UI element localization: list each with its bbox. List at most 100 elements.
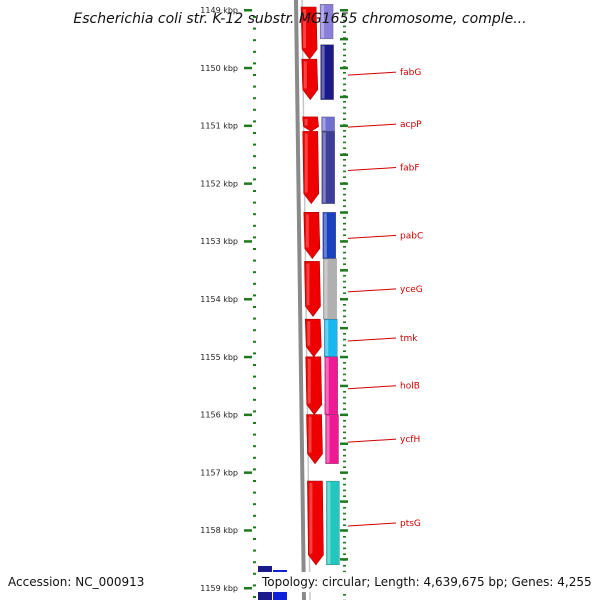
gene-label[interactable]: pabC: [400, 231, 423, 241]
gene-label[interactable]: holB: [400, 382, 420, 392]
ruler-tick: [244, 66, 252, 70]
inner-ruler-tick: [340, 500, 348, 503]
ruler-dot: [253, 329, 256, 332]
inner-ruler-dot: [343, 199, 346, 202]
sequence-title: Escherichia coli str. K-12 substr. MG165…: [73, 11, 527, 27]
inner-ruler-tick: [340, 124, 348, 128]
ruler-dot: [253, 248, 256, 250]
inner-ruler-tick: [340, 153, 348, 156]
inner-ruler-tick: [340, 558, 348, 561]
ruler-dot: [253, 190, 256, 192]
ruler-dot: [253, 74, 256, 76]
inner-ruler-dot: [343, 234, 346, 236]
inner-ruler-dot: [343, 338, 346, 341]
gene-label[interactable]: tmk: [400, 334, 418, 344]
inner-ruler-dot: [343, 286, 346, 289]
inner-ruler-dot: [343, 228, 346, 231]
inner-ruler-dot: [343, 106, 346, 109]
ruler-dot: [253, 561, 256, 564]
topology-info: Topology: circular; Length: 4,639,675 bp…: [258, 572, 596, 592]
ruler-dot: [253, 271, 256, 274]
inner-ruler-dot: [343, 391, 346, 393]
ruler-dot: [253, 317, 256, 320]
arrow-highlight: [304, 133, 308, 193]
gene-label[interactable]: ycfH: [400, 435, 420, 445]
gene-label[interactable]: acpP: [400, 120, 422, 130]
inner-ruler-dot: [343, 489, 346, 492]
gene-label-leader: [347, 167, 397, 172]
inner-ruler-dot: [343, 257, 346, 260]
inner-ruler-dot: [343, 188, 346, 190]
inner-ruler-dot: [343, 362, 346, 364]
inner-ruler-dot: [343, 170, 346, 173]
gene-label[interactable]: fabG: [400, 68, 421, 78]
ruler-tick-label: 1155 kbp: [200, 353, 238, 362]
inner-ruler-dot: [343, 547, 346, 550]
inner-ruler-dot: [343, 205, 346, 207]
inner-ruler-dot: [343, 89, 346, 91]
inner-ruler-dot: [343, 275, 346, 277]
gene-label[interactable]: fabF: [400, 164, 420, 174]
inner-ruler-tick: [340, 298, 348, 301]
ruler-tick-label: 1150 kbp: [200, 64, 238, 73]
inner-ruler-dot: [343, 321, 346, 323]
gene-label[interactable]: ptsG: [400, 519, 421, 529]
inner-ruler-dot: [343, 396, 346, 399]
ruler-dot: [253, 398, 256, 401]
ruler-dot: [253, 294, 256, 297]
inner-ruler-dot: [343, 159, 346, 161]
inner-ruler-dot: [343, 246, 346, 248]
ruler-dot: [253, 445, 256, 448]
arrow-highlight: [305, 214, 309, 248]
gene-feature[interactable]: [321, 131, 335, 204]
ruler-dot: [253, 352, 256, 355]
gene-label[interactable]: yceG: [400, 285, 423, 295]
inner-ruler-dot: [343, 483, 346, 486]
ruler-dot: [253, 340, 256, 343]
ruler-dot: [253, 120, 256, 123]
inner-ruler-dot: [343, 118, 346, 120]
inner-ruler-dot: [343, 60, 346, 62]
inner-ruler-dot: [343, 373, 346, 376]
gene-feature-highlight: [322, 117, 326, 131]
gene-feature-highlight: [321, 45, 325, 99]
inner-ruler-dot: [343, 54, 346, 57]
inner-ruler-dot: [343, 280, 346, 283]
gene-feature[interactable]: [319, 4, 334, 40]
arrow-highlight: [303, 61, 307, 89]
ruler-dot: [253, 16, 256, 18]
inner-ruler-dot: [343, 507, 346, 509]
ruler-dot: [253, 514, 256, 517]
ruler-dot: [253, 549, 256, 552]
inner-ruler-dot: [343, 164, 346, 167]
ruler-dot: [253, 224, 256, 227]
inner-ruler-dot: [343, 309, 346, 312]
ruler-dot: [253, 178, 256, 181]
inner-ruler-dot: [343, 193, 346, 196]
inner-ruler-dot: [343, 344, 346, 347]
inner-ruler-tick: [340, 9, 348, 12]
ruler-dot: [253, 143, 256, 146]
inner-ruler-dot: [343, 408, 346, 410]
ruler-dot: [253, 236, 256, 239]
inner-ruler-dot: [343, 420, 346, 422]
arrow-highlight: [303, 9, 307, 49]
inner-ruler-dot: [343, 536, 346, 538]
inner-ruler-dot: [343, 466, 346, 468]
ruler-tick: [244, 355, 252, 359]
gene-feature[interactable]: [326, 480, 340, 566]
ruler-dot: [253, 50, 256, 53]
gene-feature[interactable]: [320, 44, 334, 100]
ruler-dot: [253, 387, 256, 390]
gene-feature-highlight: [324, 259, 328, 319]
ruler-dot: [253, 85, 256, 88]
ruler-dot: [253, 456, 256, 459]
ruler-dot: [253, 364, 256, 366]
ruler-dot: [253, 166, 256, 169]
gene-feature[interactable]: [325, 414, 339, 464]
inner-ruler-tick: [340, 442, 348, 445]
ruler-tick-label: 1157 kbp: [200, 468, 238, 477]
inner-ruler-dot: [343, 437, 346, 439]
